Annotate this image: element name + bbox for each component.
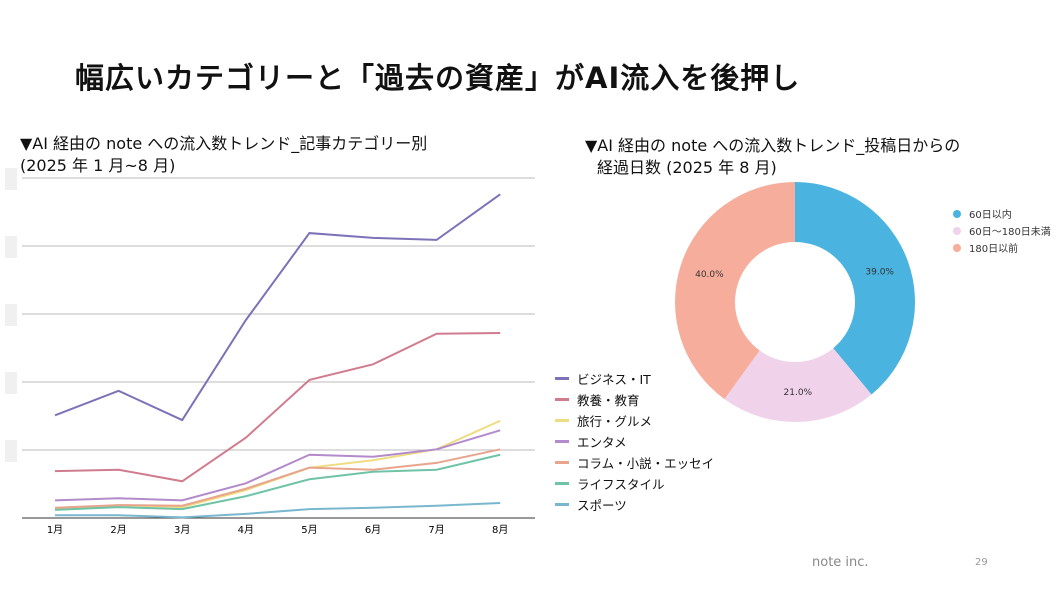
legend-label: 60日〜180日未満 bbox=[969, 227, 1051, 238]
legend-swatch bbox=[555, 419, 569, 422]
slice-label: 40.0% bbox=[695, 270, 724, 280]
legend-swatch bbox=[555, 398, 569, 401]
x-tick-label: 2月 bbox=[110, 524, 126, 536]
obscured-tick-label bbox=[5, 304, 17, 326]
legend-label: 教養・教育 bbox=[577, 393, 640, 408]
donut-slice bbox=[724, 348, 872, 422]
legend-label: エンタメ bbox=[577, 435, 627, 450]
donut-chart-title: ▼AI 経由の note への流入数トレンド_投稿日からの 経過日数 (2025… bbox=[585, 135, 960, 179]
legend-dot bbox=[953, 209, 961, 218]
series-line bbox=[54, 448, 501, 509]
slice-label: 21.0% bbox=[784, 388, 813, 398]
legend-item: ライフスタイル bbox=[555, 473, 714, 494]
obscured-tick-label bbox=[5, 372, 17, 394]
obscured-tick-label bbox=[5, 440, 17, 462]
slice-label: 39.0% bbox=[865, 268, 894, 278]
x-tick-label: 8月 bbox=[492, 524, 508, 536]
x-tick-label: 3月 bbox=[174, 524, 190, 536]
obscured-tick-label bbox=[5, 236, 17, 258]
donut-slice bbox=[795, 182, 915, 395]
line-chart-title-line2: (2025 年 1 月~8 月) bbox=[20, 156, 176, 175]
legend-item: 旅行・グルメ bbox=[555, 410, 714, 431]
legend-dot bbox=[953, 243, 961, 252]
line-chart-legend: ビジネス・IT 教養・教育旅行・グルメ エンタメコラム・小説・エッセイ ライフスタイル… bbox=[555, 368, 714, 515]
legend-label: ビジネス・IT bbox=[577, 372, 651, 387]
series-line bbox=[54, 419, 501, 511]
donut-legend-item: 60日〜180日未満 bbox=[953, 222, 1051, 239]
donut-chart-legend: 60日以内 60日〜180日未満 180日以前 bbox=[953, 205, 1051, 256]
x-tick-label: 6月 bbox=[365, 524, 381, 536]
series-line bbox=[54, 429, 501, 502]
legend-label: 180日以前 bbox=[969, 244, 1019, 255]
legend-item: 教養・教育 bbox=[555, 389, 714, 410]
donut-legend-item: 180日以前 bbox=[953, 239, 1051, 256]
series-line bbox=[55, 502, 501, 519]
legend-label: ライフスタイル bbox=[577, 477, 665, 492]
legend-item: ビジネス・IT bbox=[555, 368, 714, 389]
legend-label: 旅行・グルメ bbox=[577, 414, 653, 429]
donut-chart: 39.0% 21.0% 40.0% bbox=[675, 182, 915, 422]
x-tick-label: 7月 bbox=[428, 524, 444, 536]
legend-label: スポーツ bbox=[577, 498, 627, 513]
slide-title: 幅広いカテゴリーと「過去の資産」がAI流入を後押し bbox=[75, 61, 801, 95]
donut-chart-title-line2: 経過日数 (2025 年 8 月) bbox=[597, 158, 777, 177]
line-chart: 1月 2月 3月 4月 5月 6月 7月 8月 bbox=[5, 168, 535, 536]
donut-chart-title-line1: ▼AI 経由の note への流入数トレンド_投稿日からの bbox=[585, 136, 961, 155]
legend-dot bbox=[953, 226, 961, 235]
footer-brand: note inc. bbox=[812, 555, 869, 570]
x-tick-label: 4月 bbox=[238, 524, 254, 536]
x-tick-label: 1月 bbox=[47, 524, 63, 536]
donut-legend-item: 60日以内 bbox=[953, 205, 1051, 222]
series-line bbox=[54, 193, 501, 422]
obscured-tick-label bbox=[5, 168, 17, 190]
legend-swatch bbox=[555, 503, 569, 506]
series-line bbox=[54, 453, 501, 511]
line-chart-title-line1: ▼AI 経由の note への流入数トレンド_記事カテゴリー別 bbox=[20, 134, 428, 153]
page-number: 29 bbox=[975, 557, 988, 568]
legend-swatch bbox=[555, 377, 569, 380]
legend-item: スポーツ bbox=[555, 494, 714, 515]
legend-item: エンタメ bbox=[555, 431, 714, 452]
legend-label: 60日以内 bbox=[969, 210, 1012, 221]
legend-swatch bbox=[555, 482, 569, 485]
legend-swatch bbox=[555, 440, 569, 443]
series-line bbox=[54, 332, 501, 483]
legend-label: コラム・小説・エッセイ bbox=[577, 456, 715, 471]
x-tick-label: 5月 bbox=[301, 524, 317, 536]
line-chart-title: ▼AI 経由の note への流入数トレンド_記事カテゴリー別 (2025 年 … bbox=[20, 133, 427, 177]
legend-item: コラム・小説・エッセイ bbox=[555, 452, 714, 473]
legend-swatch bbox=[555, 461, 569, 464]
donut-slice bbox=[675, 182, 795, 400]
